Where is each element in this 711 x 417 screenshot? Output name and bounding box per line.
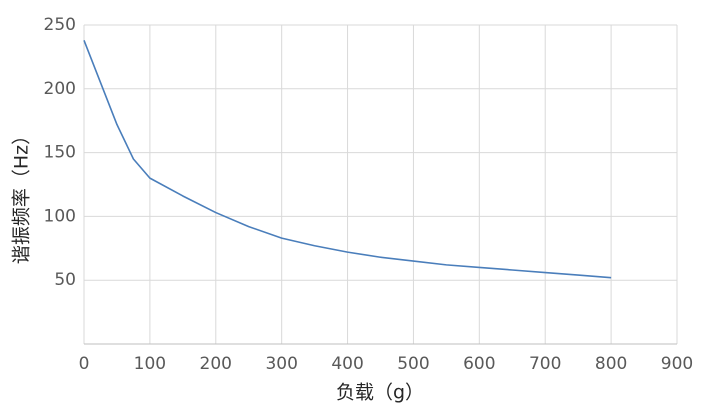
y-tick-label: 200 (44, 79, 76, 99)
y-tick-label: 50 (54, 270, 76, 290)
x-tick-label: 400 (331, 354, 363, 374)
y-tick-label: 150 (44, 143, 76, 163)
x-tick-label: 100 (134, 354, 166, 374)
x-tick-label: 0 (79, 354, 90, 374)
x-tick-label: 600 (463, 354, 495, 374)
x-tick-label: 800 (595, 354, 627, 374)
x-tick-label: 500 (397, 354, 429, 374)
x-tick-label: 300 (265, 354, 297, 374)
x-tick-label: 200 (200, 354, 232, 374)
y-tick-label: 100 (44, 206, 76, 226)
x-axis-title: 负载（g） (336, 382, 424, 404)
x-tick-label: 700 (529, 354, 561, 374)
y-tick-label: 250 (44, 15, 76, 35)
x-tick-label: 900 (661, 354, 693, 374)
line-series (83, 40, 612, 279)
y-axis-title: 谐振频率（Hz） (11, 126, 33, 264)
